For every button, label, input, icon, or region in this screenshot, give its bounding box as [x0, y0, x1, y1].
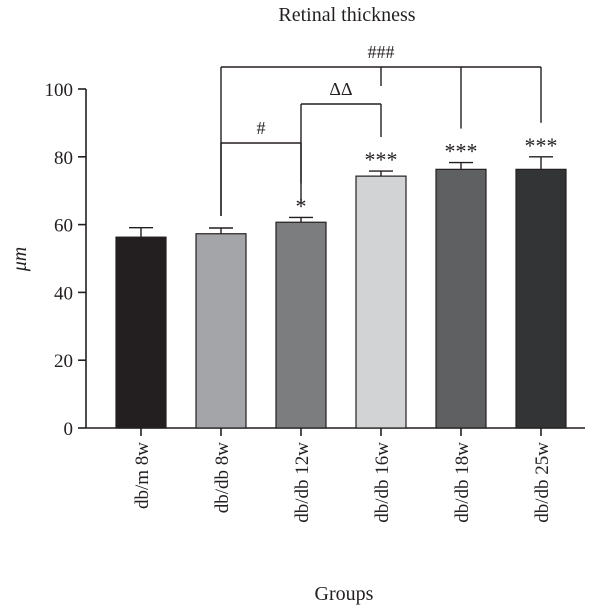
- x-tick-label: db/db 8w: [212, 442, 233, 514]
- bar: [355, 175, 407, 429]
- bar: [275, 221, 327, 429]
- significance-mark: ***: [525, 133, 558, 158]
- y-tick-label: 80: [54, 148, 73, 169]
- significance-mark: ***: [445, 139, 478, 164]
- chart-title: Retinal thickness: [278, 4, 415, 26]
- significance-mark: *: [296, 193, 307, 218]
- comparison-label: #: [257, 118, 266, 138]
- comparison-label: ΔΔ: [329, 79, 352, 99]
- x-axis-label: Groups: [315, 583, 374, 605]
- plot-area: 0 20 40 60 80 100 db/m 8w db/db 8w db/db 12w * db/…: [45, 42, 585, 523]
- y-tick-label: 40: [54, 283, 73, 304]
- x-tick-label: db/m 8w: [132, 442, 153, 509]
- x-tick-label: db/db 12w: [292, 442, 313, 523]
- x-tick-label: db/db 25w: [532, 442, 553, 523]
- y-tick-label: 60: [54, 216, 73, 237]
- y-tick-label: 20: [54, 351, 73, 372]
- bar: [115, 236, 167, 429]
- y-tick-label: 0: [64, 419, 74, 440]
- y-axis-label: μm: [9, 247, 31, 272]
- bar: [195, 233, 247, 429]
- significance-mark: ***: [365, 147, 398, 172]
- y-tick-label: 100: [45, 80, 74, 101]
- x-tick-label: db/db 18w: [452, 442, 473, 523]
- comparison-label: ###: [368, 42, 395, 62]
- bar: [435, 168, 487, 429]
- x-tick-label: db/db 16w: [372, 442, 393, 523]
- bar: [515, 168, 567, 429]
